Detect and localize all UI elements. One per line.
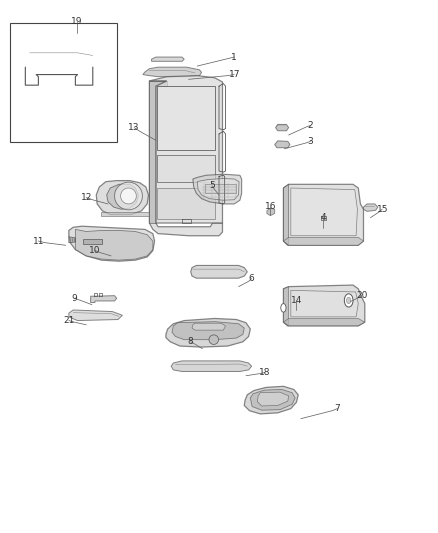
Text: 7: 7	[335, 404, 340, 413]
Bar	[10, 22, 117, 142]
Polygon shape	[283, 184, 364, 245]
Text: 13: 13	[128, 123, 140, 132]
Polygon shape	[192, 323, 226, 330]
Polygon shape	[267, 208, 275, 216]
Text: 19: 19	[71, 17, 82, 26]
Polygon shape	[75, 229, 153, 260]
Polygon shape	[83, 239, 102, 244]
Polygon shape	[149, 76, 223, 223]
Text: 11: 11	[33, 237, 44, 246]
Polygon shape	[244, 386, 298, 414]
Polygon shape	[115, 182, 142, 210]
Polygon shape	[257, 392, 289, 406]
Polygon shape	[172, 321, 244, 340]
Polygon shape	[91, 296, 117, 303]
Text: 14: 14	[291, 296, 302, 305]
Polygon shape	[101, 213, 149, 216]
Text: 6: 6	[249, 274, 254, 283]
Ellipse shape	[209, 335, 219, 344]
Text: 4: 4	[321, 213, 326, 222]
Polygon shape	[275, 141, 290, 148]
Text: 18: 18	[259, 368, 270, 377]
Text: 8: 8	[188, 337, 194, 346]
Polygon shape	[120, 188, 136, 204]
Polygon shape	[25, 49, 104, 58]
Text: 2: 2	[307, 121, 313, 130]
Polygon shape	[166, 318, 251, 347]
Polygon shape	[291, 290, 358, 317]
Polygon shape	[171, 361, 252, 372]
Polygon shape	[193, 174, 242, 204]
Polygon shape	[107, 184, 138, 209]
Ellipse shape	[346, 297, 351, 304]
Polygon shape	[39, 78, 75, 82]
Text: 20: 20	[356, 291, 367, 300]
Text: 12: 12	[81, 193, 92, 202]
Polygon shape	[157, 188, 215, 219]
Ellipse shape	[281, 304, 286, 312]
Polygon shape	[149, 81, 223, 236]
Polygon shape	[149, 81, 167, 223]
Text: 3: 3	[307, 137, 313, 146]
Polygon shape	[191, 265, 247, 278]
Text: 9: 9	[72, 294, 78, 303]
Polygon shape	[205, 184, 236, 193]
Polygon shape	[197, 179, 239, 200]
Polygon shape	[69, 237, 75, 243]
Text: 16: 16	[265, 202, 276, 211]
Polygon shape	[157, 155, 215, 182]
Text: 10: 10	[89, 246, 101, 255]
Text: 21: 21	[63, 316, 74, 325]
Polygon shape	[96, 181, 148, 215]
Polygon shape	[41, 68, 73, 72]
Polygon shape	[283, 318, 365, 326]
Polygon shape	[251, 390, 295, 410]
Polygon shape	[283, 285, 365, 326]
Polygon shape	[276, 124, 289, 131]
Polygon shape	[283, 237, 364, 245]
Polygon shape	[291, 188, 357, 236]
Text: 5: 5	[210, 181, 215, 190]
Text: 17: 17	[229, 70, 240, 79]
Polygon shape	[25, 67, 93, 85]
Text: 15: 15	[376, 205, 388, 214]
Polygon shape	[69, 310, 122, 320]
Text: 1: 1	[231, 53, 237, 62]
Polygon shape	[283, 184, 289, 245]
Polygon shape	[157, 86, 215, 150]
Polygon shape	[152, 57, 184, 61]
Polygon shape	[143, 67, 201, 77]
Polygon shape	[283, 287, 289, 326]
Polygon shape	[69, 226, 155, 261]
Ellipse shape	[344, 294, 353, 307]
Polygon shape	[364, 204, 378, 212]
